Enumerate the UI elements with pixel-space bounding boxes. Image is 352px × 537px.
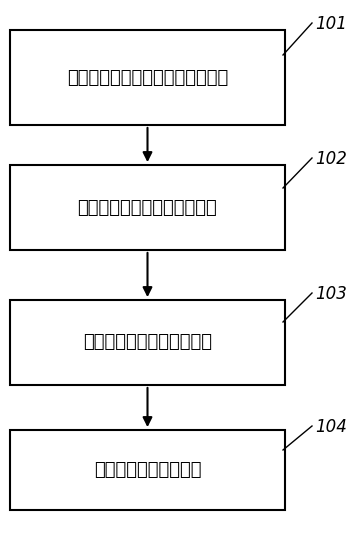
Bar	[10, 165, 285, 250]
Bar	[10, 430, 285, 510]
Text: 开展水平段蒸汽流动规律模拟: 开展水平段蒸汽流动规律模拟	[78, 199, 218, 216]
Bar	[10, 300, 285, 385]
Text: 102: 102	[315, 150, 347, 168]
Bar	[10, 30, 285, 125]
Text: 建立吸汽剖面模糊评价模型: 建立吸汽剖面模糊评价模型	[83, 333, 212, 352]
Text: 101: 101	[315, 15, 347, 33]
Text: 104: 104	[315, 418, 347, 436]
Text: 建立竖直井筒内蒸汽流动传热模型: 建立竖直井筒内蒸汽流动传热模型	[67, 69, 228, 86]
Text: 开展储层吸汽剖面解释: 开展储层吸汽剖面解释	[94, 461, 201, 479]
Text: 103: 103	[315, 285, 347, 303]
